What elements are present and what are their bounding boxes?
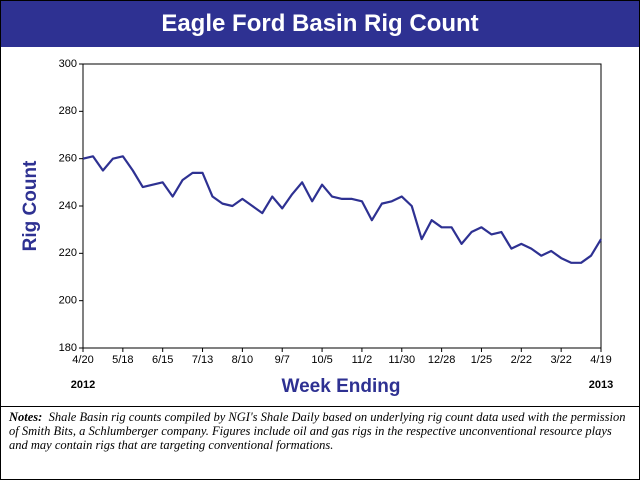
- x-tick-label: 1/25: [471, 354, 492, 366]
- x-tick-label: 12/28: [428, 354, 456, 366]
- x-tick-label: 11/30: [388, 354, 415, 366]
- x-tick-label: 4/19: [590, 354, 611, 366]
- year-label: 2012: [71, 379, 95, 391]
- x-tick-label: 11/2: [352, 354, 373, 366]
- notes-label: Notes:: [9, 410, 43, 424]
- y-tick-label: 220: [59, 247, 77, 259]
- chart-title: Eagle Ford Basin Rig Count: [1, 1, 639, 47]
- y-axis-label: Rig Count: [20, 160, 41, 251]
- x-tick-label: 5/18: [112, 354, 133, 366]
- x-tick-label: 7/13: [192, 354, 213, 366]
- notes-text: Shale Basin rig counts compiled by NGI's…: [9, 410, 626, 452]
- y-tick-label: 260: [59, 153, 77, 165]
- x-tick-label: 10/5: [311, 354, 332, 366]
- x-tick-label: 3/22: [550, 354, 571, 366]
- x-tick-label: 2/22: [511, 354, 532, 366]
- notes: Notes: Shale Basin rig counts compiled b…: [1, 406, 639, 479]
- x-axis-label: Week Ending: [282, 376, 401, 397]
- x-tick-label: 6/15: [152, 354, 173, 366]
- y-tick-label: 240: [59, 200, 77, 212]
- x-tick-label: 4/20: [72, 354, 93, 366]
- y-tick-label: 280: [59, 105, 77, 117]
- series-line: [82, 155, 602, 264]
- x-tick-label: 8/10: [232, 354, 253, 366]
- plot-frame: [82, 63, 602, 349]
- y-tick-label: 300: [59, 58, 77, 70]
- y-tick-label: 180: [59, 342, 77, 354]
- year-label: 2013: [589, 379, 613, 391]
- y-tick-label: 200: [59, 295, 77, 307]
- chart: Rig Count Week Ending 2012 2013 180 200 22…: [20, 58, 613, 397]
- x-tick-label: 9/7: [275, 354, 290, 366]
